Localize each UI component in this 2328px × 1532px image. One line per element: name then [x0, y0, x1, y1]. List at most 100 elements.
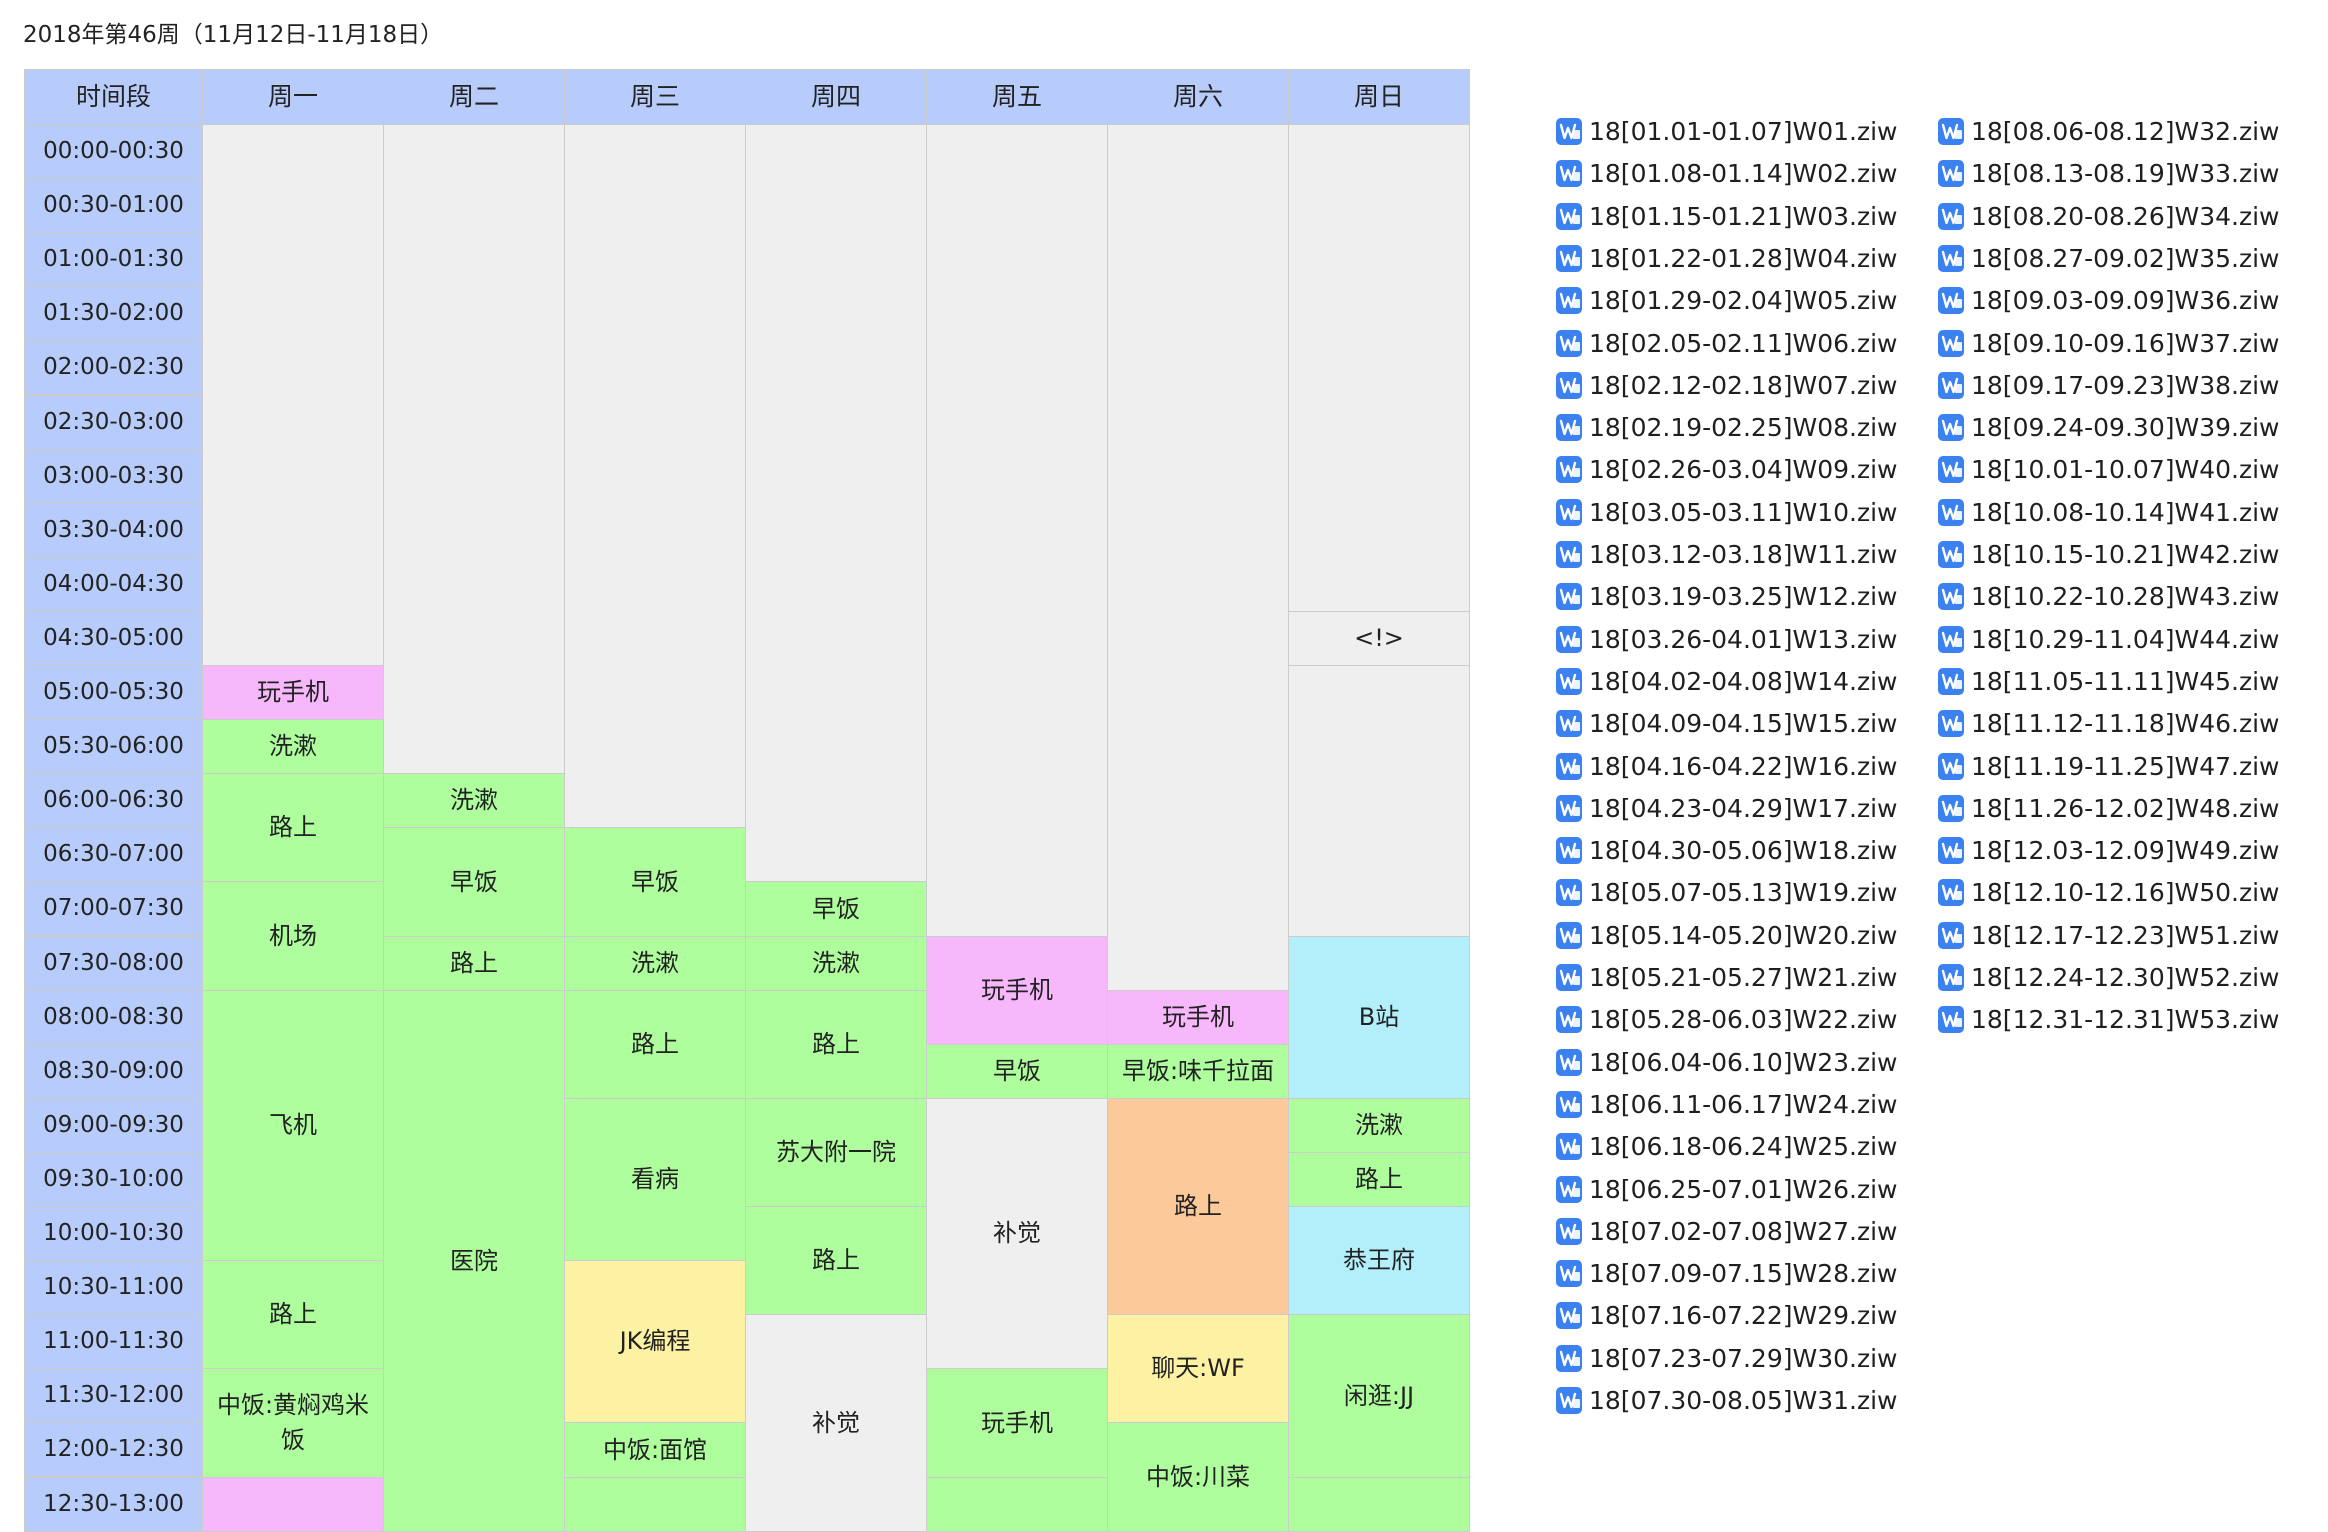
file-name: 18[08.06-08.12]W32.ziw	[1971, 116, 2280, 146]
time-slot-cell: 05:00-05:30	[24, 665, 203, 720]
file-item[interactable]: 18[02.19-02.25]W08.ziw	[1555, 409, 1897, 445]
activity-block: 中饭:黄焖鸡米饭	[202, 1368, 384, 1478]
file-item[interactable]: 18[12.31-12.31]W53.ziw	[1937, 1001, 2279, 1037]
word-doc-icon	[1555, 667, 1583, 696]
empty-block	[1107, 124, 1289, 991]
file-item[interactable]: 18[02.05-02.11]W06.ziw	[1555, 325, 1897, 361]
word-doc-icon	[1555, 752, 1583, 781]
activity-block: 玩手机	[202, 665, 384, 720]
file-item[interactable]: 18[04.16-04.22]W16.ziw	[1555, 748, 1897, 784]
activity-block: 玩手机	[926, 1368, 1108, 1478]
page-title: 2018年第46周（11月12日-11月18日）	[23, 22, 444, 48]
word-doc-icon	[1937, 159, 1965, 188]
activity-block: 早饭	[383, 827, 565, 937]
file-item[interactable]: 18[08.27-09.02]W35.ziw	[1937, 240, 2279, 276]
file-item[interactable]: 18[02.26-03.04]W09.ziw	[1555, 451, 1897, 487]
file-item[interactable]: 18[11.12-11.18]W46.ziw	[1937, 705, 2279, 741]
file-item[interactable]: 18[07.02-07.08]W27.ziw	[1555, 1213, 1897, 1249]
file-item[interactable]: 18[05.14-05.20]W20.ziw	[1555, 917, 1897, 953]
file-item[interactable]: 18[05.07-05.13]W19.ziw	[1555, 874, 1897, 910]
file-item[interactable]: 18[03.19-03.25]W12.ziw	[1555, 578, 1897, 614]
file-item[interactable]: 18[10.15-10.21]W42.ziw	[1937, 536, 2279, 572]
file-item[interactable]: 18[12.03-12.09]W49.ziw	[1937, 832, 2279, 868]
word-doc-icon	[1937, 709, 1965, 738]
file-name: 18[10.08-10.14]W41.ziw	[1971, 497, 2280, 527]
file-item[interactable]: 18[07.09-07.15]W28.ziw	[1555, 1255, 1897, 1291]
file-name: 18[07.09-07.15]W28.ziw	[1589, 1258, 1898, 1288]
file-item[interactable]: 18[01.29-02.04]W05.ziw	[1555, 282, 1897, 318]
file-item[interactable]: 18[09.10-09.16]W37.ziw	[1937, 325, 2279, 361]
file-item[interactable]: 18[05.21-05.27]W21.ziw	[1555, 959, 1897, 995]
file-item[interactable]: 18[11.19-11.25]W47.ziw	[1937, 748, 2279, 784]
time-slot-cell: 02:30-03:00	[24, 395, 203, 450]
time-slot-cell: 11:30-12:00	[24, 1368, 203, 1423]
empty-block	[926, 124, 1108, 937]
word-doc-icon	[1937, 540, 1965, 569]
file-item[interactable]: 18[06.11-06.17]W24.ziw	[1555, 1086, 1897, 1122]
file-item[interactable]: 18[11.05-11.11]W45.ziw	[1937, 663, 2279, 699]
file-item[interactable]: 18[07.23-07.29]W30.ziw	[1555, 1340, 1897, 1376]
word-doc-icon	[1555, 1259, 1583, 1288]
file-item[interactable]: 18[06.18-06.24]W25.ziw	[1555, 1128, 1897, 1164]
file-item[interactable]: 18[10.22-10.28]W43.ziw	[1937, 578, 2279, 614]
activity-block: 路上	[202, 1260, 384, 1369]
file-name: 18[03.12-03.18]W11.ziw	[1589, 539, 1898, 569]
file-item[interactable]: 18[04.02-04.08]W14.ziw	[1555, 663, 1897, 699]
file-item[interactable]: 18[04.30-05.06]W18.ziw	[1555, 832, 1897, 868]
word-doc-icon	[1937, 202, 1965, 231]
file-item[interactable]: 18[03.12-03.18]W11.ziw	[1555, 536, 1897, 572]
file-item[interactable]: 18[08.06-08.12]W32.ziw	[1937, 113, 2279, 149]
empty-block	[202, 124, 384, 666]
file-item[interactable]: 18[01.22-01.28]W04.ziw	[1555, 240, 1897, 276]
word-doc-icon	[1555, 1175, 1583, 1204]
file-name: 18[02.12-02.18]W07.ziw	[1589, 370, 1898, 400]
activity-block: 看病	[564, 1098, 746, 1261]
empty-block	[564, 1477, 746, 1532]
file-item[interactable]: 18[09.24-09.30]W39.ziw	[1937, 409, 2279, 445]
file-item[interactable]: 18[03.05-03.11]W10.ziw	[1555, 494, 1897, 530]
word-doc-icon	[1937, 1005, 1965, 1034]
file-item[interactable]: 18[02.12-02.18]W07.ziw	[1555, 367, 1897, 403]
file-item[interactable]: 18[06.04-06.10]W23.ziw	[1555, 1044, 1897, 1080]
activity-block: 路上	[202, 773, 384, 882]
file-item[interactable]: 18[03.26-04.01]W13.ziw	[1555, 621, 1897, 657]
file-name: 18[05.28-06.03]W22.ziw	[1589, 1004, 1898, 1034]
file-item[interactable]: 18[10.01-10.07]W40.ziw	[1937, 451, 2279, 487]
word-doc-icon	[1555, 1386, 1583, 1415]
file-item[interactable]: 18[12.24-12.30]W52.ziw	[1937, 959, 2279, 995]
word-doc-icon	[1937, 878, 1965, 907]
time-slot-cell: 12:30-13:00	[24, 1477, 203, 1532]
time-slot-cell: 01:30-02:00	[24, 286, 203, 341]
file-name: 18[06.18-06.24]W25.ziw	[1589, 1131, 1898, 1161]
file-name: 18[04.30-05.06]W18.ziw	[1589, 835, 1898, 865]
file-name: 18[01.22-01.28]W04.ziw	[1589, 243, 1898, 273]
file-item[interactable]: 18[11.26-12.02]W48.ziw	[1937, 790, 2279, 826]
file-item[interactable]: 18[04.23-04.29]W17.ziw	[1555, 790, 1897, 826]
file-item[interactable]: 18[09.03-09.09]W36.ziw	[1937, 282, 2279, 318]
file-item[interactable]: 18[08.13-08.19]W33.ziw	[1937, 155, 2279, 191]
file-item[interactable]: 18[10.29-11.04]W44.ziw	[1937, 621, 2279, 657]
word-doc-icon	[1937, 836, 1965, 865]
file-item[interactable]: 18[04.09-04.15]W15.ziw	[1555, 705, 1897, 741]
file-item[interactable]: 18[05.28-06.03]W22.ziw	[1555, 1001, 1897, 1037]
word-doc-icon	[1555, 1048, 1583, 1077]
file-item[interactable]: 18[01.01-01.07]W01.ziw	[1555, 113, 1897, 149]
header-mon: 周一	[202, 69, 384, 125]
file-item[interactable]: 18[01.15-01.21]W03.ziw	[1555, 198, 1897, 234]
word-doc-icon	[1555, 1090, 1583, 1119]
activity-block: JK编程	[564, 1260, 746, 1423]
word-doc-icon	[1555, 1301, 1583, 1330]
file-item[interactable]: 18[12.10-12.16]W50.ziw	[1937, 874, 2279, 910]
empty-block	[202, 1477, 384, 1532]
activity-block: 洗漱	[564, 936, 746, 991]
word-doc-icon	[1937, 244, 1965, 273]
file-item[interactable]: 18[07.16-07.22]W29.ziw	[1555, 1297, 1897, 1333]
file-item[interactable]: 18[10.08-10.14]W41.ziw	[1937, 494, 2279, 530]
file-item[interactable]: 18[08.20-08.26]W34.ziw	[1937, 198, 2279, 234]
file-item[interactable]: 18[01.08-01.14]W02.ziw	[1555, 155, 1897, 191]
activity-block: 路上	[745, 990, 927, 1099]
file-item[interactable]: 18[09.17-09.23]W38.ziw	[1937, 367, 2279, 403]
file-item[interactable]: 18[12.17-12.23]W51.ziw	[1937, 917, 2279, 953]
file-item[interactable]: 18[06.25-07.01]W26.ziw	[1555, 1171, 1897, 1207]
file-item[interactable]: 18[07.30-08.05]W31.ziw	[1555, 1382, 1897, 1418]
